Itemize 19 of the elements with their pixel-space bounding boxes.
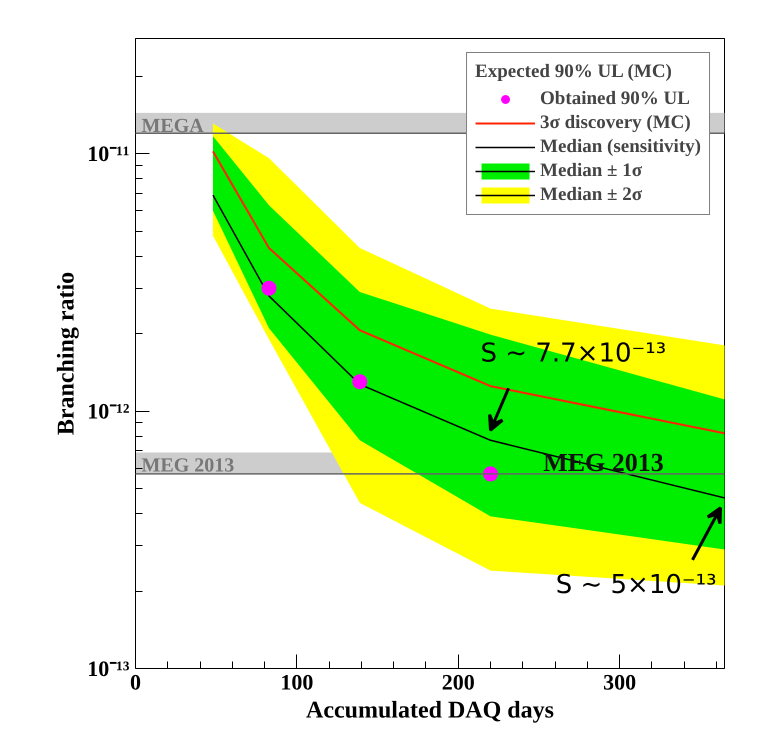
y-tick-label: 10⁻¹² — [87, 398, 130, 424]
y-axis-title: Branching ratio — [53, 272, 80, 436]
legend-label: Obtained 90% UL — [540, 88, 690, 110]
legend-label: 3σ discovery (MC) — [540, 112, 691, 134]
x-tick-label: 0 — [130, 670, 141, 694]
band-label: MEG 2013 — [142, 454, 234, 477]
point — [261, 280, 276, 296]
point — [352, 374, 368, 390]
y-tick-label: 10⁻¹¹ — [87, 141, 130, 166]
legend-label: Median ± 1σ — [540, 160, 642, 182]
x-axis-title: Accumulated DAQ days — [306, 698, 554, 724]
x-tick-label: 200 — [442, 670, 475, 694]
legend-label: Median (sensitivity) — [540, 136, 701, 158]
x-tick-label: 100 — [280, 670, 314, 694]
legend-title: Expected 90% UL (MC) — [475, 61, 673, 83]
band-label: MEGA — [142, 114, 204, 137]
legend-label: Median ± 2σ — [540, 184, 642, 206]
x-tick-label: 300 — [603, 670, 636, 694]
y-tick-label: 10⁻¹³ — [87, 656, 130, 681]
